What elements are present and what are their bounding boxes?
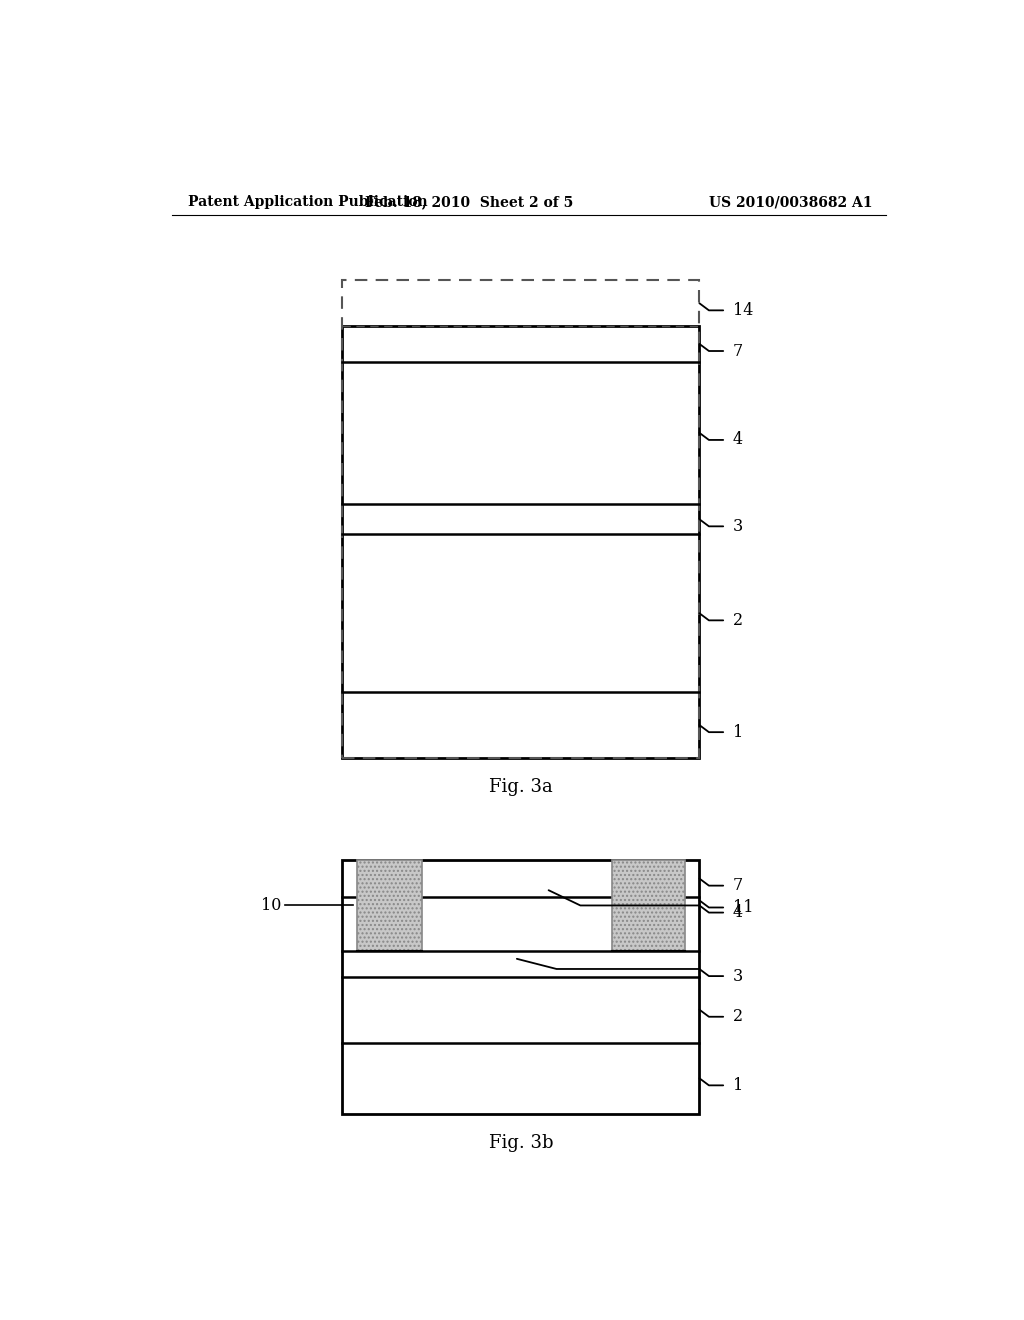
Text: 1: 1 [733,723,743,741]
Bar [342,859,699,1114]
Text: US 2010/0038682 A1: US 2010/0038682 A1 [709,195,872,209]
Text: 2: 2 [733,1008,742,1026]
Text: 14: 14 [733,302,753,319]
Text: 11: 11 [733,899,754,916]
Text: Fig. 3a: Fig. 3a [488,779,553,796]
Text: 7: 7 [733,876,743,894]
Text: 4: 4 [733,432,742,449]
Text: 3: 3 [733,517,743,535]
Text: Fig. 3b: Fig. 3b [488,1134,553,1152]
Text: Patent Application Publication: Patent Application Publication [187,195,427,209]
Text: 10: 10 [261,898,282,913]
Text: 3: 3 [733,968,743,985]
Text: 1: 1 [733,1077,743,1094]
Text: 7: 7 [733,342,743,359]
Bar [342,326,699,758]
Bar [356,859,422,952]
Text: 2: 2 [733,612,742,628]
Text: 4: 4 [733,904,742,921]
Text: Feb. 18, 2010  Sheet 2 of 5: Feb. 18, 2010 Sheet 2 of 5 [366,195,573,209]
Bar [612,859,685,952]
